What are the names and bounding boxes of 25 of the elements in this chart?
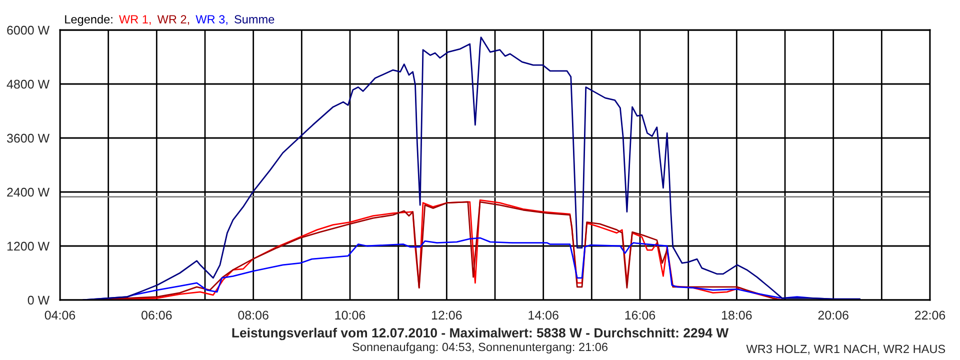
y-tick-label: 6000 W (7, 26, 50, 35)
text: Leistungsverlauf vom 12.07.2010 - Maximalwert: 5838 W - Durchschnitt: 2294 W (232, 328, 729, 340)
x-tick-label: 04:06 (44, 310, 76, 320)
x-tick-label: 06:06 (142, 310, 172, 320)
y-tick-label: 4800 W (6, 80, 50, 89)
y-tick-label: 3600 W (6, 134, 50, 143)
x-tick-label: 10:06 (335, 310, 366, 320)
text: WR3 HOLZ, WR1 NACH, WR2 HAUS (746, 344, 946, 355)
x-tick-label: 14:06 (528, 310, 558, 320)
x-tick-label: 20:06 (818, 310, 848, 320)
text: Sonnenaufgang: 04:53, Sonnenuntergang: 21:06 (352, 342, 608, 354)
x-tick-label: 12:06 (432, 310, 462, 320)
text: WR 2, (157, 15, 190, 25)
y-tick-label: 2400 W (7, 188, 50, 197)
legend-title: Legende: (65, 14, 112, 26)
text: Summe (234, 15, 274, 24)
x-tick-label: 18:06 (722, 310, 752, 320)
text: WR 3, (196, 15, 228, 25)
x-tick-label: 22:06 (914, 310, 946, 320)
x-tick-label: 16:06 (625, 310, 656, 320)
line-series (82, 36, 861, 300)
text: WR 1, (119, 15, 151, 25)
y-tick-label: 1200 W (7, 242, 50, 251)
x-tick-label: 08:06 (238, 310, 268, 320)
y-tick-label: 0 W (28, 296, 50, 305)
